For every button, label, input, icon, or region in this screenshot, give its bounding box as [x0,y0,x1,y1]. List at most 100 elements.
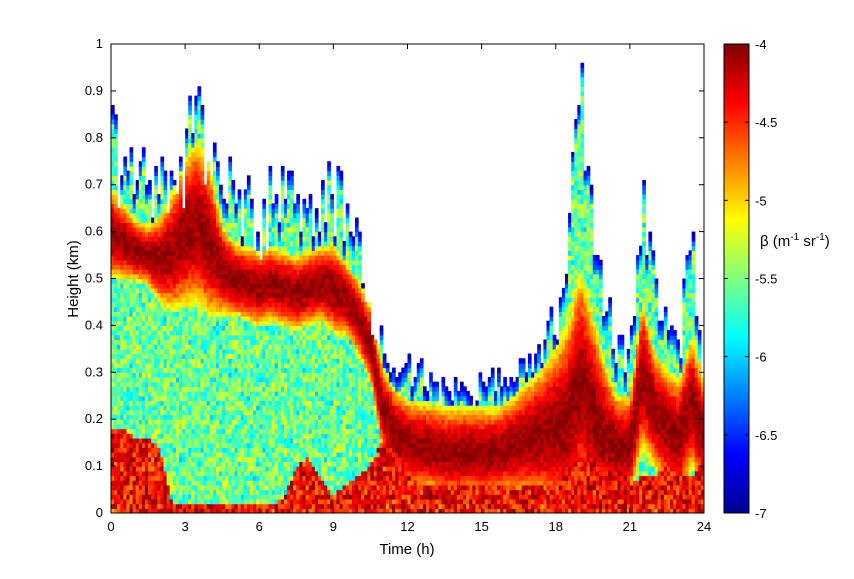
heat-cell [148,386,152,392]
heat-cell [228,353,233,359]
heat-cell [123,161,128,167]
heat-cell [249,330,254,336]
heat-cell [274,503,279,509]
heat-cell [228,255,233,261]
heat-cell [222,437,226,444]
heat-cell [302,217,307,223]
heat-cell [185,264,189,270]
heat-cell [126,362,131,369]
heat-cell [172,236,177,242]
heat-cell [259,447,263,453]
heat-cell [293,348,297,355]
heat-cell [212,259,217,266]
heat-cell [296,203,300,209]
heat-cell [231,437,236,444]
heat-cell [280,316,285,322]
heat-cell [299,442,304,448]
heat-cell [327,320,331,326]
heat-cell [219,405,223,411]
heat-cell [151,311,155,317]
heat-cell [308,400,313,406]
heat-cell [126,484,131,491]
heat-cell [209,419,214,425]
heat-cell [209,400,214,406]
heat-cell [222,245,226,251]
heat-cell [249,362,254,369]
heat-cell [302,301,307,308]
heat-cell [228,250,233,256]
heat-cell [283,419,288,425]
heat-cell [225,400,229,406]
heat-cell [305,208,310,214]
heat-cell [197,330,202,336]
heat-cell [191,325,195,331]
heat-cell [141,255,146,261]
heat-cell [126,273,131,280]
heat-cell [194,198,199,205]
heat-cell [327,325,331,331]
heat-cell [256,255,260,261]
heat-cell [123,222,128,228]
heat-cell [287,316,291,322]
heat-cell [225,508,229,513]
heat-cell [194,119,199,125]
heat-cell [249,414,254,420]
heat-cell [216,240,220,247]
heat-cell [197,325,202,331]
heat-cell [117,217,121,223]
heat-cell [287,330,291,336]
heat-cell [182,240,186,247]
heat-cell [209,344,214,350]
heat-cell [262,456,267,463]
heat-cell [222,283,226,289]
heat-cell [216,250,220,256]
heat-cell [182,330,186,336]
heat-cell [262,466,267,472]
heat-cell [123,489,128,495]
heat-cell [274,269,279,275]
heat-cell [120,452,124,458]
heat-cell [308,372,313,378]
heat-cell [200,433,205,439]
heat-cell [117,508,121,513]
heat-cell [114,386,118,392]
heat-cell [200,264,205,270]
heat-cell [194,128,199,134]
heat-cell [324,245,328,251]
heat-cell [268,447,273,453]
heat-cell [311,269,316,275]
heat-cell [194,287,199,294]
heat-cell [117,208,121,214]
heat-cell [206,344,211,350]
heat-cell [163,376,168,383]
heat-cell [274,311,279,317]
heat-cell [203,259,208,266]
heat-cell [219,433,223,439]
heat-cell [209,283,214,289]
heat-cell [290,466,294,472]
heat-cell [222,348,226,355]
heat-cell [271,391,276,397]
heat-cell [114,447,118,453]
heat-cell [144,475,149,481]
heat-cell [249,250,254,256]
heat-cell [151,222,155,228]
heat-cell [302,231,307,237]
heat-cell [246,292,251,298]
heat-cell [277,372,282,378]
heat-cell [182,245,186,251]
heat-cell [240,498,245,505]
heat-cell [277,348,282,355]
heat-cell [191,456,195,463]
heat-cell [243,208,248,214]
heat-cell [219,217,223,223]
heat-cell [160,203,165,209]
heat-cell [327,484,331,491]
heat-cell [148,273,152,280]
heat-cell [249,301,254,308]
heat-cell [123,376,128,383]
heat-cell [327,400,331,406]
heat-cell [302,297,307,303]
heat-cell [188,189,192,195]
heat-cell [268,461,273,467]
